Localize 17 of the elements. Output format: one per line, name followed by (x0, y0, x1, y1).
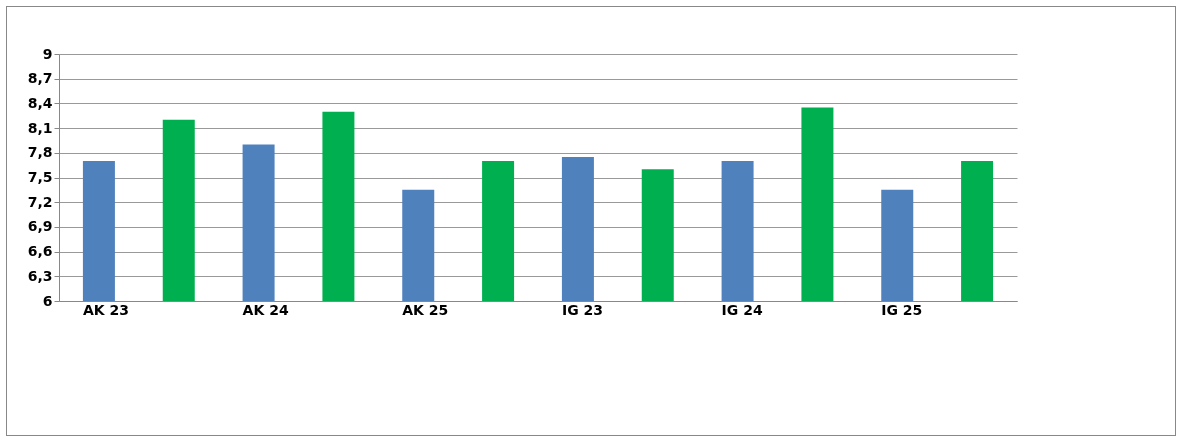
x-tick-label: IG 25 (881, 301, 923, 318)
x-tick-label: AK 23 (82, 301, 129, 318)
y-tick-label: 7,8 (27, 144, 53, 161)
y-tick-label: 8,4 (27, 94, 53, 111)
y-tick-label: 6,3 (27, 267, 53, 284)
y-tick-label: 8,7 (27, 70, 53, 87)
y-tick-label: 6,9 (27, 218, 53, 235)
y-tick-label: 6 (42, 292, 53, 309)
y-tick-label: 7,2 (27, 193, 53, 210)
x-tick-label: IG 23 (561, 301, 603, 318)
x-tick-label: AK 24 (242, 301, 289, 318)
y-tick-label: 6,6 (27, 243, 53, 260)
y-tick-label: 7,5 (27, 169, 53, 185)
y-tick-label: 9 (42, 45, 53, 62)
x-tick-label: IG 24 (721, 301, 763, 318)
x-tick-label: AK 25 (402, 301, 449, 318)
y-tick-label: 8,1 (27, 119, 53, 136)
